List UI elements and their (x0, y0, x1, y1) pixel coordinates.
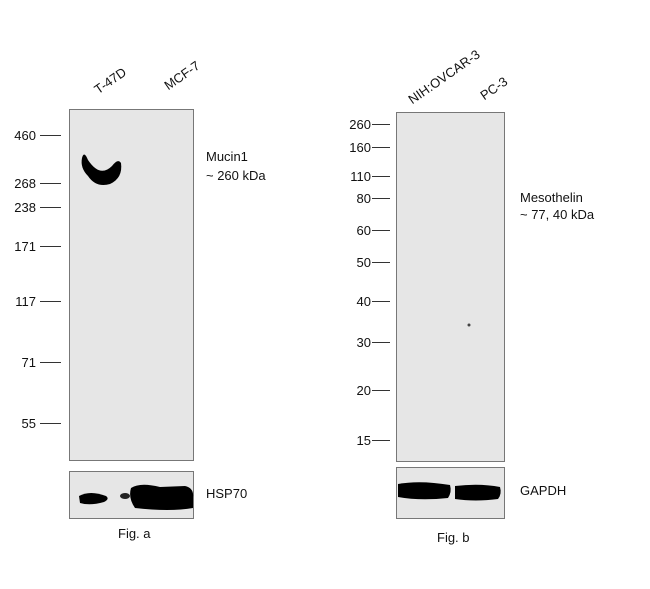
marker-tick (372, 147, 390, 148)
mucin1-band (81, 154, 122, 185)
marker-tick (372, 390, 390, 391)
marker-tick (372, 124, 390, 125)
hsp70-band-t47d (79, 493, 108, 505)
marker-tick (40, 423, 61, 424)
hsp70-band-faint (120, 493, 130, 499)
gapdh-band-1 (398, 482, 451, 500)
marker-label: 110 (350, 169, 371, 184)
marker-label: 80 (356, 191, 371, 206)
marker-tick (372, 262, 390, 263)
marker-label: 55 (21, 416, 36, 431)
marker-tick (40, 207, 61, 208)
marker-tick (372, 176, 390, 177)
marker-label: 15 (356, 433, 371, 448)
gapdh-band-2 (455, 484, 501, 501)
marker-label: 71 (21, 355, 36, 370)
marker-tick (372, 198, 390, 199)
marker-tick (40, 301, 61, 302)
target-label: Mesothelin (520, 190, 583, 205)
marker-tick (372, 342, 390, 343)
marker-label: 171 (14, 239, 36, 254)
loading-control-label: HSP70 (206, 486, 248, 501)
marker-label: 117 (15, 294, 36, 309)
marker-label: 50 (356, 255, 371, 270)
marker-label: 268 (14, 176, 36, 191)
marker-tick (40, 135, 61, 136)
dust-spot (467, 323, 471, 327)
marker-tick (40, 246, 61, 247)
figure-caption: Fig. a (118, 526, 151, 541)
marker-label: 260 (349, 117, 371, 132)
mesothelin-blot (396, 112, 505, 462)
marker-tick (372, 440, 390, 441)
marker-tick (372, 301, 390, 302)
marker-label: 20 (356, 383, 371, 398)
marker-label: 60 (356, 223, 371, 238)
marker-label: 30 (356, 335, 371, 350)
marker-tick (40, 362, 61, 363)
marker-label: 460 (14, 128, 36, 143)
target-size-label: ~ 260 kDa (206, 168, 266, 183)
target-label: Mucin1 (206, 149, 248, 164)
marker-tick (40, 183, 61, 184)
target-size-label: ~ 77, 40 kDa (520, 207, 595, 222)
marker-label: 40 (356, 294, 371, 309)
figure-caption: Fig. b (437, 530, 470, 545)
marker-tick (372, 230, 390, 231)
hsp70-band-mcf7 (130, 484, 194, 510)
loading-control-label: GAPDH (520, 483, 567, 498)
marker-label: 160 (349, 140, 371, 155)
marker-label: 238 (14, 200, 36, 215)
